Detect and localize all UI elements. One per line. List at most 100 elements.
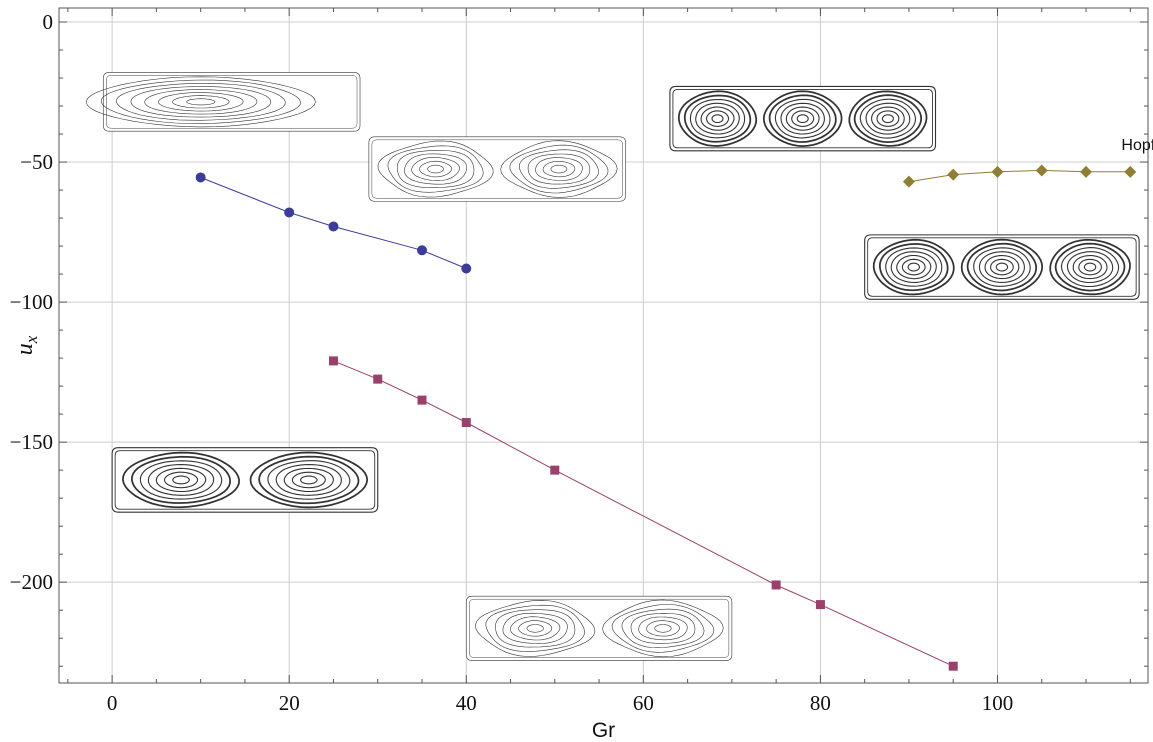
- streamline: [796, 114, 809, 124]
- x-tick-label: 0: [107, 691, 118, 715]
- streamline: [762, 90, 843, 147]
- streamline: [527, 153, 591, 185]
- streamline: [872, 238, 955, 296]
- streamline: [300, 475, 318, 485]
- streamline: [172, 95, 230, 109]
- streamline: [275, 464, 342, 496]
- streamline: [475, 599, 596, 657]
- streamline: [283, 467, 334, 493]
- inset-boundary: [864, 234, 1140, 300]
- streamline: [859, 98, 917, 139]
- streamline: [518, 149, 599, 189]
- streamline: [896, 254, 932, 280]
- streamline: [876, 110, 900, 127]
- data-point: [328, 221, 339, 232]
- series-line: [908, 169, 1131, 183]
- y-axis-title: ux: [12, 335, 41, 355]
- streamline: [1054, 242, 1126, 292]
- streamline: [542, 161, 576, 178]
- streamline: [711, 114, 724, 124]
- streamline: [249, 451, 369, 509]
- streamline: [100, 79, 301, 124]
- streamline: [700, 106, 735, 131]
- streamline: [419, 160, 452, 178]
- x-tick-label: 60: [633, 691, 654, 715]
- streamline: [258, 455, 360, 505]
- streamline: [621, 608, 705, 649]
- streamline: [689, 98, 746, 139]
- streamline-inset: [85, 72, 361, 132]
- series: [195, 172, 472, 274]
- streamline: [780, 102, 825, 135]
- inset-background: [103, 72, 361, 132]
- streamline: [1083, 262, 1097, 272]
- y-axis-title-subscript: x: [22, 335, 41, 344]
- streamline: [131, 455, 231, 504]
- data-point: [948, 661, 958, 671]
- streamline: [106, 75, 358, 129]
- grid: [59, 8, 1148, 683]
- streamline: [611, 604, 715, 653]
- streamline: [411, 157, 460, 181]
- data-point: [902, 175, 915, 188]
- streamline: [879, 243, 949, 292]
- streamline-inset: [111, 447, 379, 513]
- x-tick-label: 20: [279, 691, 300, 715]
- streamline: [139, 460, 223, 500]
- streamline: [510, 616, 561, 641]
- streamline: [387, 145, 484, 193]
- y-tick-label: 0: [43, 10, 54, 34]
- series: [902, 164, 1137, 188]
- streamline: [960, 238, 1044, 296]
- streamline: [881, 114, 894, 124]
- streamline: [155, 467, 207, 493]
- streamline: [144, 89, 258, 115]
- streamline: [500, 140, 618, 198]
- streamline: [1049, 239, 1131, 296]
- streamline: [978, 251, 1025, 283]
- streamline: [291, 471, 326, 489]
- data-series: [195, 164, 1137, 671]
- streamline: [1066, 251, 1114, 284]
- x-tick-label: 100: [982, 691, 1014, 715]
- annotation-label: Hopf: [1121, 137, 1153, 154]
- x-tick-label: 80: [810, 691, 831, 715]
- y-tick-label: −100: [10, 290, 53, 314]
- streamline: [602, 599, 724, 658]
- streamline: [654, 624, 672, 633]
- streamline: [163, 471, 199, 489]
- streamline: [774, 98, 831, 139]
- inset-background: [864, 234, 1140, 300]
- streamline: [973, 247, 1031, 287]
- streamline: [695, 102, 740, 135]
- streamline: [267, 460, 351, 500]
- data-point: [373, 374, 383, 384]
- streamline: [495, 609, 576, 648]
- streamline: [848, 90, 928, 147]
- streamline: [677, 90, 758, 147]
- streamline: [186, 98, 216, 106]
- streamline: [550, 164, 568, 174]
- x-tick-label: 40: [456, 691, 477, 715]
- data-point: [284, 207, 295, 218]
- streamline: [114, 450, 376, 510]
- data-point: [991, 165, 1004, 178]
- inset-boundary: [102, 72, 361, 132]
- inset-boundary: [465, 595, 733, 661]
- streamline: [485, 604, 585, 652]
- annotations: Hopf: [1121, 137, 1153, 154]
- streamline: [469, 598, 730, 658]
- streamline: [966, 242, 1038, 292]
- streamline: [791, 110, 815, 127]
- data-point: [1124, 165, 1137, 178]
- data-point: [461, 418, 471, 428]
- streamline: [371, 139, 623, 199]
- y-tick-label: −200: [10, 570, 53, 594]
- streamline: [404, 153, 468, 185]
- y-tick-label: −50: [20, 150, 53, 174]
- streamline: [172, 475, 190, 485]
- streamline: [85, 76, 316, 128]
- streamline: [638, 616, 688, 641]
- streamline-inset: [465, 595, 733, 661]
